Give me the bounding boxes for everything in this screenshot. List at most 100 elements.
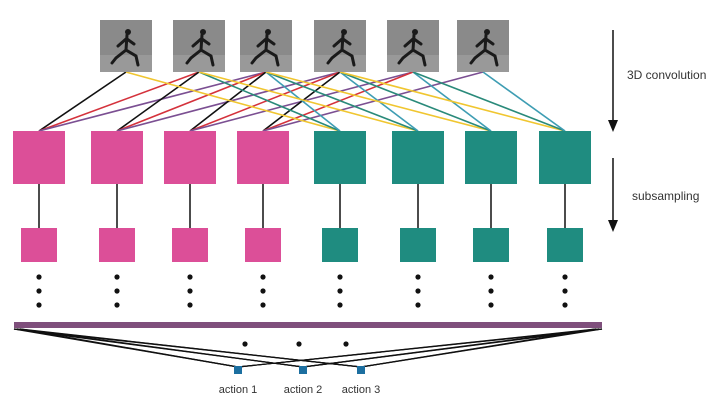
ellipsis-dot: [343, 341, 349, 347]
conv-feature-map: [13, 131, 65, 184]
connection-line: [38, 71, 200, 132]
subsampled-map: [400, 228, 436, 262]
subsampled-map: [21, 228, 57, 262]
frame-ground: [314, 55, 366, 72]
ellipsis-dot: [562, 288, 568, 294]
frame-ground: [173, 55, 225, 72]
conv-feature-map: [91, 131, 143, 184]
connection-line: [262, 71, 484, 132]
output-line: [19, 328, 239, 368]
input-frame: [457, 20, 509, 72]
frame-ground: [387, 55, 439, 72]
ellipsis-dot: [415, 288, 421, 294]
ellipsis-dot: [260, 288, 266, 294]
runner-figure: [250, 33, 280, 67]
input-frame: [173, 20, 225, 72]
ellipsis-dot: [187, 274, 193, 280]
runner-figure: [397, 33, 427, 67]
frame-ground: [240, 55, 292, 72]
ellipsis-dot: [488, 274, 494, 280]
connection-line: [116, 71, 200, 132]
conv-feature-map: [314, 131, 366, 184]
connection-line: [262, 71, 414, 132]
conv-feature-map: [164, 131, 216, 184]
runner-head: [341, 29, 347, 35]
ellipsis-dot: [488, 288, 494, 294]
connection-line: [265, 71, 419, 132]
ellipsis-dot: [415, 274, 421, 280]
subsampled-map: [99, 228, 135, 262]
conv-feature-map: [465, 131, 517, 184]
connection-line: [189, 71, 341, 132]
connection-line: [116, 71, 267, 132]
frame-ground: [457, 55, 509, 72]
ellipsis-dot: [36, 288, 42, 294]
ellipsis-dot: [260, 302, 266, 308]
runner-figure: [326, 33, 356, 67]
subsampled-map: [322, 228, 358, 262]
action-node: [299, 366, 307, 374]
ellipsis-dot: [562, 302, 568, 308]
connection-line: [482, 71, 566, 132]
connection-line: [38, 71, 267, 132]
connection-line: [38, 71, 127, 132]
output-layer: [13, 322, 603, 374]
input-frame: [240, 20, 292, 72]
input-frame: [314, 20, 366, 72]
ellipsis-dot: [242, 341, 248, 347]
runner-figure: [185, 33, 215, 67]
ellipsis-dot: [562, 274, 568, 280]
convolution-label: 3D convolution: [627, 68, 706, 82]
runner-figure: [110, 33, 140, 67]
runner-head: [484, 29, 490, 35]
conv-feature-map: [237, 131, 289, 184]
connection-line: [125, 71, 341, 132]
input-frame: [387, 20, 439, 72]
ellipsis-dot: [296, 341, 302, 347]
connection-line: [339, 71, 492, 132]
input-frame: [100, 20, 152, 72]
output-line: [237, 328, 597, 368]
output-line: [19, 328, 362, 368]
connection-line: [412, 71, 566, 132]
connection-line: [198, 71, 341, 132]
ellipsis-dot: [36, 274, 42, 280]
conv-feature-map: [392, 131, 444, 184]
subsampled-map: [547, 228, 583, 262]
runner-head: [125, 29, 131, 35]
ellipsis-dot: [337, 302, 343, 308]
subsampling-label: subsampling: [632, 189, 699, 203]
connection-line: [265, 71, 341, 132]
runner-head: [200, 29, 206, 35]
action-label-1: action 1: [219, 384, 258, 396]
ellipsis-dot: [337, 274, 343, 280]
runner-head: [265, 29, 271, 35]
convolution-connections: [38, 71, 566, 132]
connection-line: [189, 71, 267, 132]
action-node: [357, 366, 365, 374]
action-label-3: action 3: [342, 384, 381, 396]
runner-head: [412, 29, 418, 35]
subsampling-arrow: [608, 158, 618, 232]
action-node: [234, 366, 242, 374]
ellipsis-dot: [36, 302, 42, 308]
connection-line: [339, 71, 566, 132]
feature-maps: [13, 131, 591, 308]
output-line: [302, 328, 597, 368]
fully-connected-bar: [14, 322, 602, 328]
output-line: [360, 328, 597, 368]
convolution-arrow: [608, 30, 618, 132]
subsampled-map: [245, 228, 281, 262]
frame-ground: [100, 55, 152, 72]
action-label-2: action 2: [284, 384, 323, 396]
ellipsis-dot: [114, 302, 120, 308]
subsampled-map: [172, 228, 208, 262]
runner-figure: [469, 33, 499, 67]
conv-feature-map: [539, 131, 591, 184]
connection-line: [262, 71, 341, 132]
input-frames: [100, 20, 509, 72]
ellipsis-dot: [415, 302, 421, 308]
connection-line: [265, 71, 492, 132]
ellipsis-dot: [114, 288, 120, 294]
